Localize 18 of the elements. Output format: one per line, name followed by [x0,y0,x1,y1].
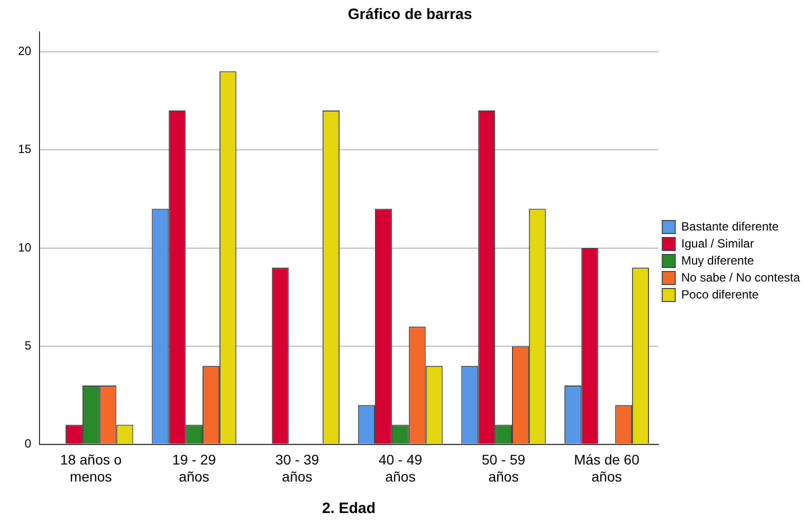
legend-label: Muy diferente [681,253,754,268]
x-tick-label: Más de 60 años [574,452,640,484]
chart-title: Gráfico de barras [348,6,472,24]
legend-label: Igual / Similar [681,236,754,250]
y-tick-label: 5 [24,338,32,353]
legend-label: No sabe / No contesta [681,270,800,284]
y-tick-label: 15 [18,142,32,156]
legend-label: Poco diferente [681,287,759,302]
legend-label: Bastante diferente [681,219,779,234]
x-axis-title: 2. Edad [322,500,376,518]
y-tick-label: 10 [18,240,32,254]
x-tick-label: 50 - 59 años [482,452,526,484]
x-tick-label: 30 - 39 años [275,452,320,484]
y-tick-label: 0 [24,436,32,451]
x-tick-label: 18 años o menos [60,452,122,484]
y-tick-label: 20 [18,44,32,58]
x-tick-label: 19 - 29 años [172,452,216,484]
x-tick-label: 40 - 49 años [378,452,422,484]
